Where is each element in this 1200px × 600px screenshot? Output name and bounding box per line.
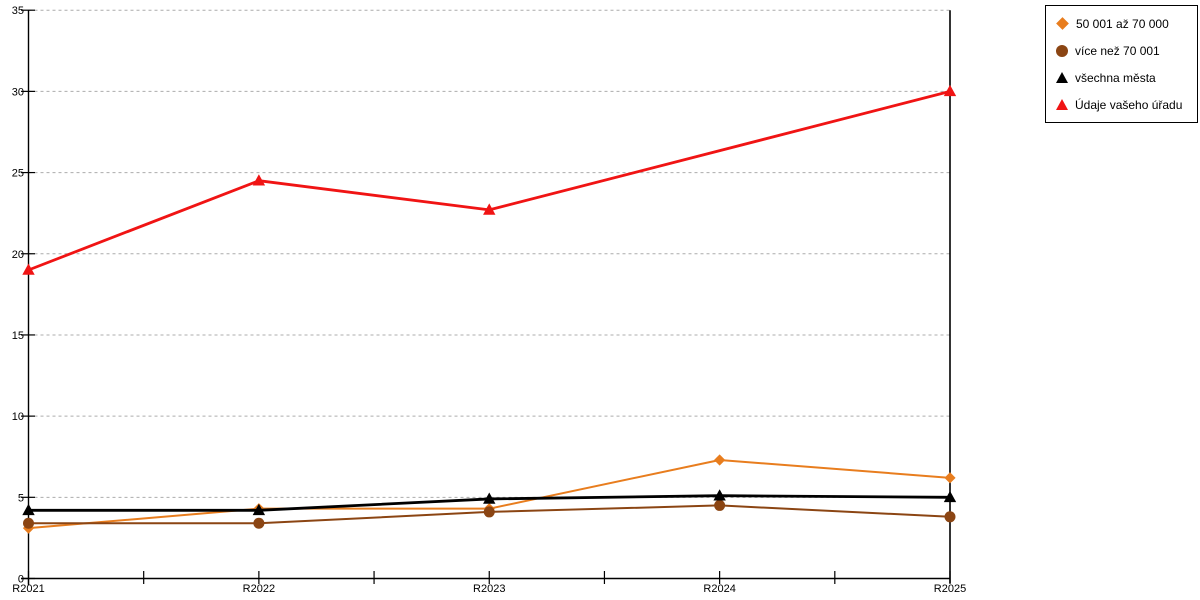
x-tick-label: R2024 <box>703 583 735 595</box>
x-tick-label: R2025 <box>934 583 966 595</box>
legend-item: více než 70 001 <box>1056 42 1189 59</box>
series-1-marker-circle <box>253 517 265 529</box>
legend-item: Údaje vašeho úřadu <box>1056 96 1189 113</box>
legend-item: všechna města <box>1056 69 1189 86</box>
series-3-marker-triangle <box>483 203 496 215</box>
y-tick-label: 5 <box>18 492 24 504</box>
x-tick-label: R2022 <box>243 583 275 595</box>
series-1-marker-circle <box>714 499 726 511</box>
legend-label: Údaje vašeho úřadu <box>1075 97 1183 112</box>
y-tick-label: 0 <box>18 574 24 586</box>
series-3-marker-triangle <box>943 84 957 97</box>
y-tick-label: 35 <box>12 5 24 17</box>
legend-marker-triangle-icon <box>1056 99 1068 110</box>
series-2-marker-triangle <box>483 492 496 504</box>
y-tick-label: 15 <box>12 330 24 342</box>
y-tick-label: 25 <box>12 168 24 180</box>
series-line-3 <box>27 90 951 272</box>
legend-item: 50 001 až 70 000 <box>1056 15 1189 32</box>
series-1-marker-circle <box>944 511 956 523</box>
x-tick-label: R2021 <box>12 583 44 595</box>
legend-label: 50 001 až 70 000 <box>1076 16 1169 31</box>
legend-marker-circle-icon <box>1056 44 1068 57</box>
legend-label: více než 70 001 <box>1075 43 1160 58</box>
y-tick-label: 30 <box>12 86 24 98</box>
series-1-marker-circle <box>23 517 34 529</box>
legend: 50 001 až 70 000 více než 70 001 všechna m… <box>1045 5 1198 123</box>
legend-marker-diamond-icon <box>1056 17 1069 30</box>
series-2-marker-triangle <box>713 489 726 501</box>
series-1-marker-circle <box>483 506 495 518</box>
series-2-marker-triangle <box>943 490 957 503</box>
y-tick-label: 20 <box>12 249 24 261</box>
series-2-marker-triangle <box>22 503 35 516</box>
series-3-marker-triangle <box>252 174 266 186</box>
series-2-marker-triangle <box>252 503 266 516</box>
legend-marker-triangle-icon <box>1056 72 1068 83</box>
series-0-marker-diamond <box>714 454 726 466</box>
x-tick-label: R2023 <box>473 583 505 595</box>
y-tick-label: 10 <box>12 411 24 423</box>
chart-canvas: 0 5 10 15 20 25 30 35 R2021 R2022 R2023 R2024 R2025 <box>12 5 966 595</box>
legend-label: všechna města <box>1075 70 1156 85</box>
series-0-marker-diamond <box>944 472 956 484</box>
series-3-marker-triangle <box>22 263 35 275</box>
